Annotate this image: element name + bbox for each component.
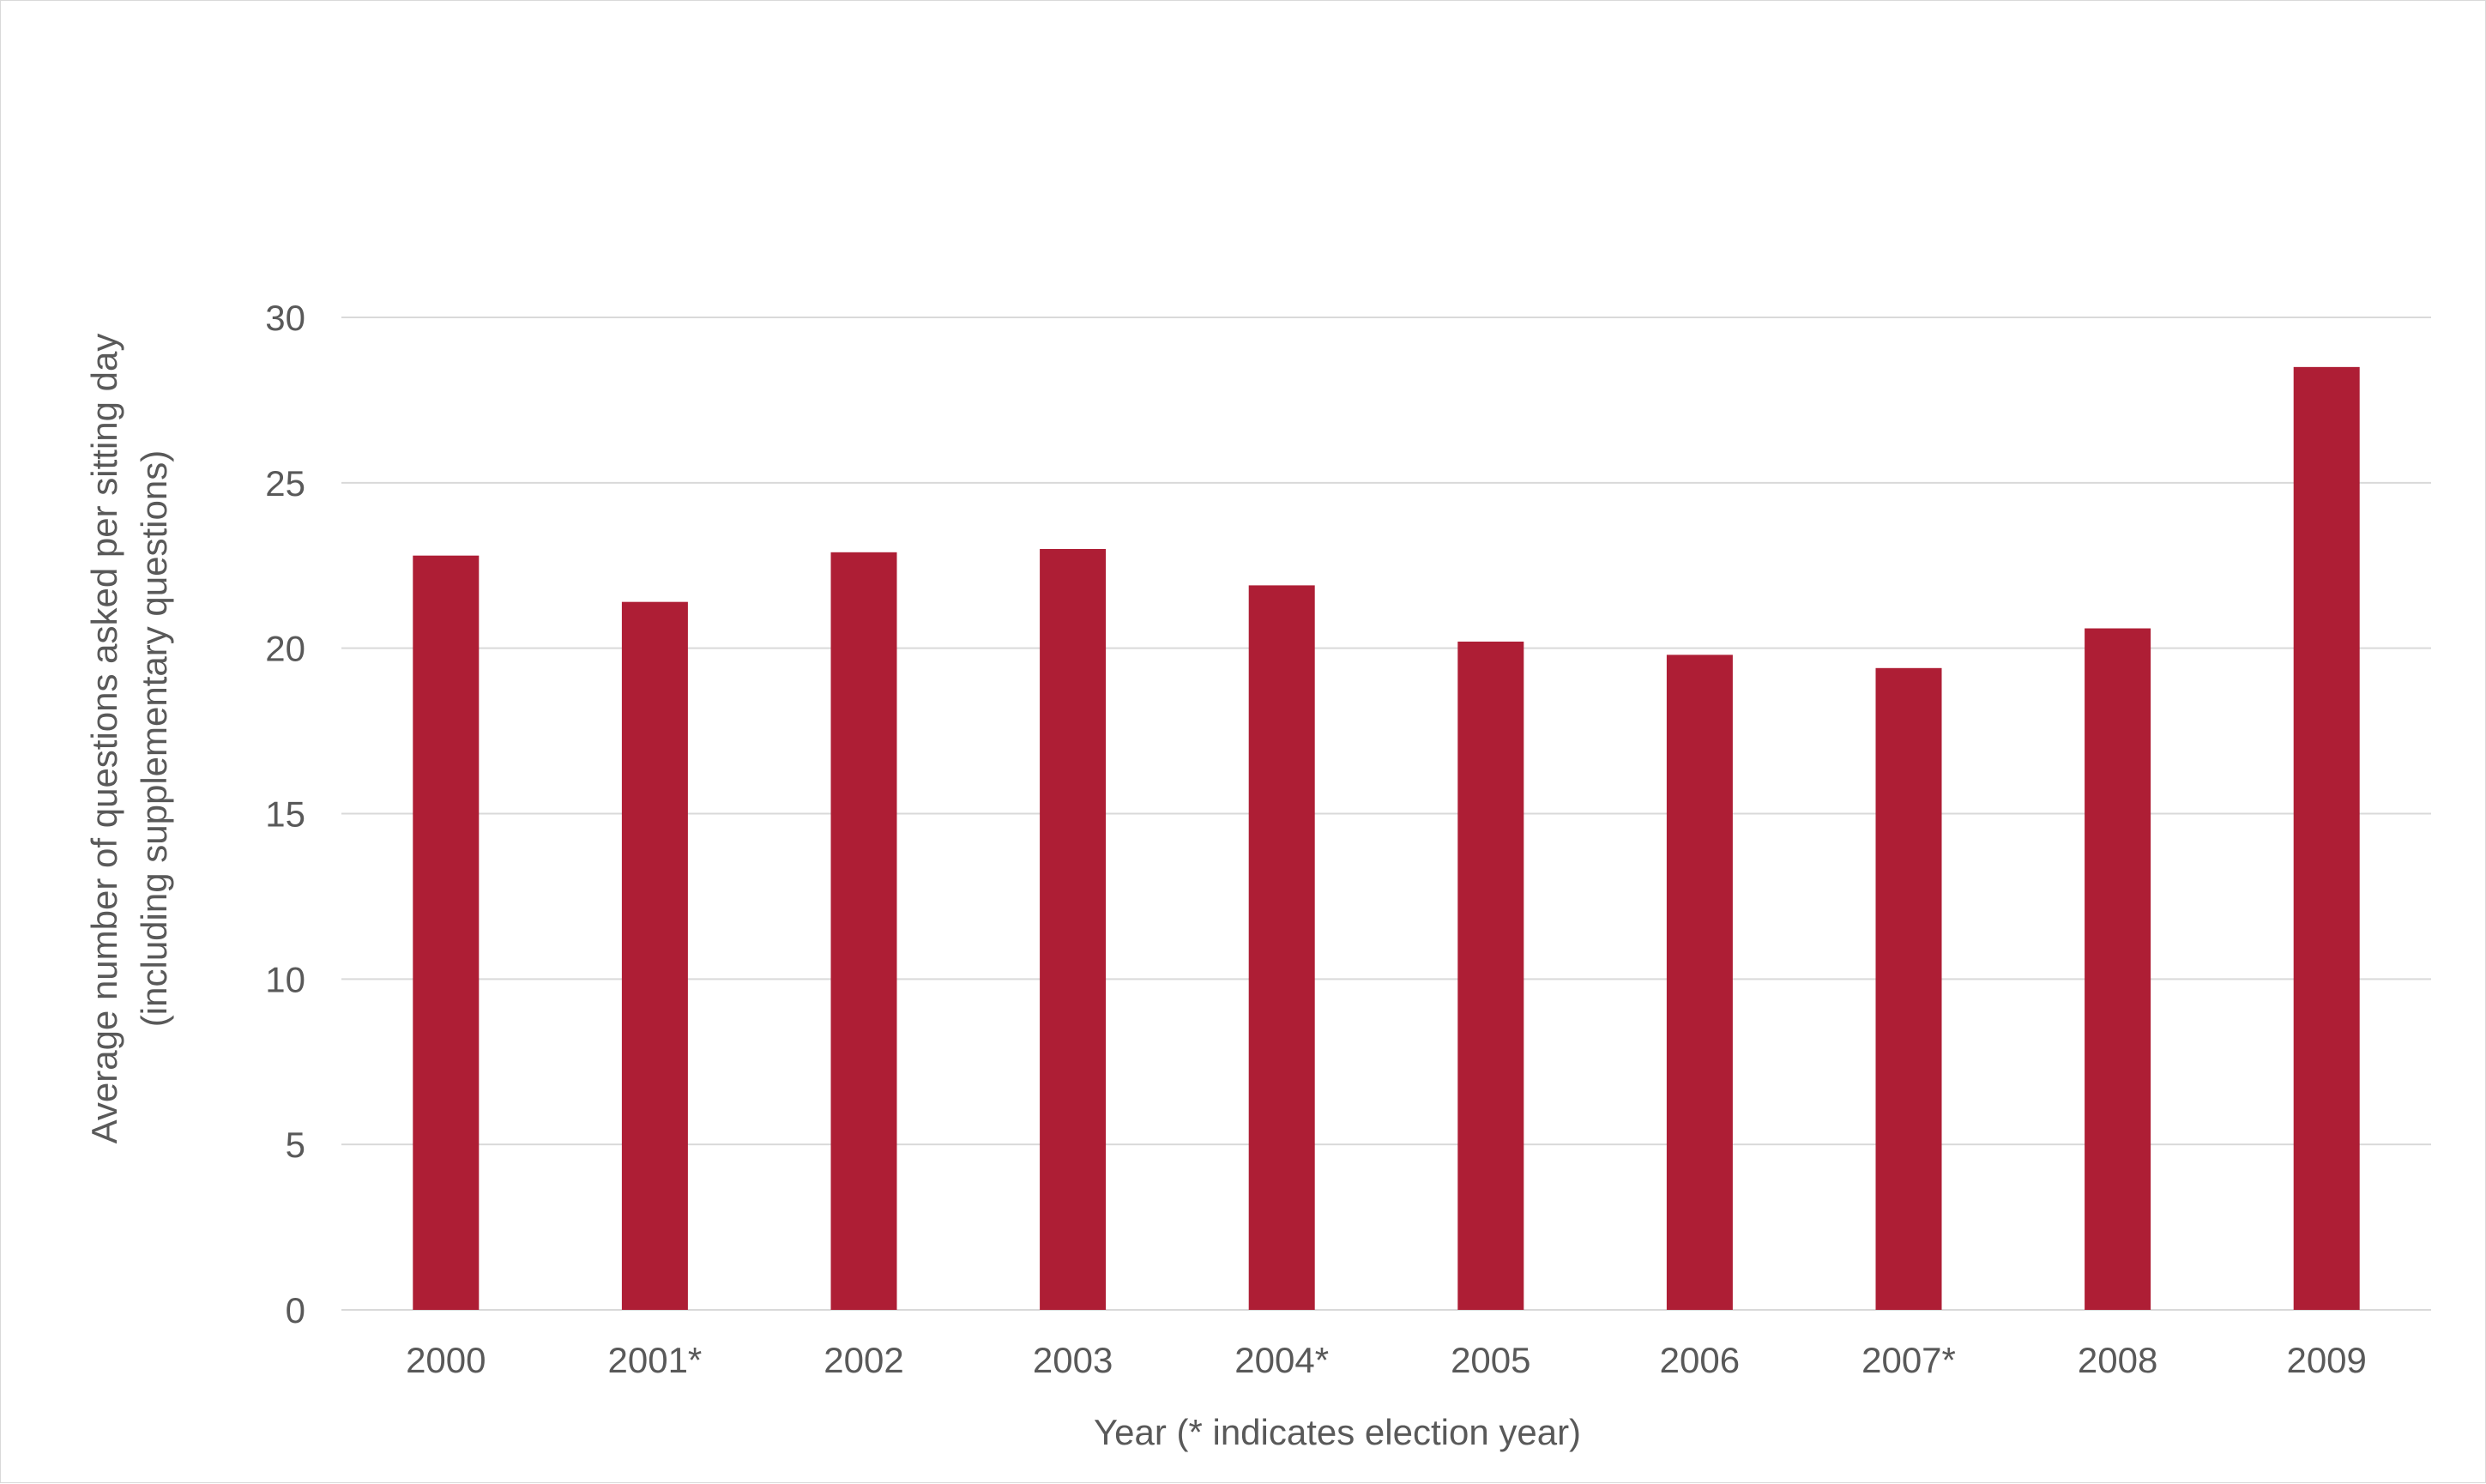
y-axis-ticks: 0 5 10 15 20 25 30 [265,298,305,1330]
bars [413,366,2360,1311]
x-tick-label: 2002 [824,1340,903,1380]
y-tick-label: 30 [265,298,305,338]
y-tick-label: 0 [286,1290,305,1330]
y-axis-title: Average number of questions asked per si… [84,334,174,1144]
x-tick-label: 2000 [406,1340,486,1380]
y-tick-label: 20 [265,629,305,669]
bar [1040,548,1107,1310]
x-axis-ticks: 2000 2001* 2002 2003 2004* 2005 2006 2007* 2008 2… [406,1340,2367,1380]
y-tick-label: 5 [286,1125,305,1165]
y-axis-title-line-1: Average number of questions asked per si… [84,334,124,1144]
x-tick-label: 2006 [1660,1340,1740,1380]
bar [413,555,480,1310]
bar [1457,641,1524,1310]
x-tick-label: 2004* [1234,1340,1329,1380]
bar [621,601,688,1310]
y-tick-label: 15 [265,794,305,835]
y-axis-title-line-2: (including supplementary questions) [134,450,174,1027]
x-tick-label: 2008 [2078,1340,2157,1380]
x-axis-title: Year (* indicates election year) [1094,1412,1581,1452]
x-tick-label: 2009 [2286,1340,2366,1380]
bar [1666,655,1733,1310]
bar [2085,628,2151,1310]
x-tick-label: 2003 [1033,1340,1113,1380]
bar [1875,667,1942,1310]
x-tick-label: 2001* [608,1340,703,1380]
x-tick-label: 2005 [1451,1340,1530,1380]
gridlines [341,317,2431,1311]
bar [2293,366,2360,1311]
bar [830,552,897,1310]
y-tick-label: 10 [265,959,305,999]
bar [1248,585,1315,1310]
x-tick-label: 2007* [1861,1340,1956,1380]
y-tick-label: 25 [265,463,305,504]
